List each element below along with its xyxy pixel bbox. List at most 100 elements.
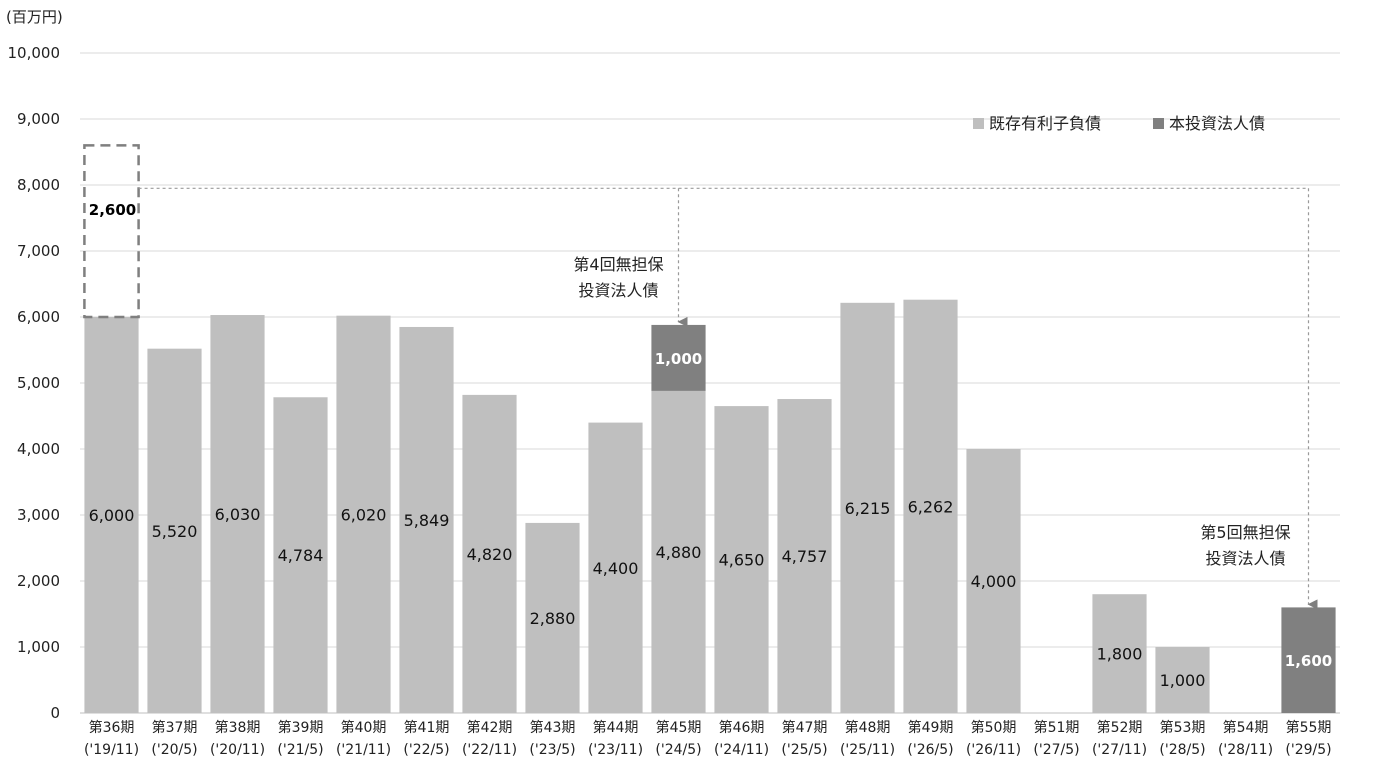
category-period-label: 第41期	[404, 719, 450, 736]
bar-existing-debt	[714, 406, 769, 713]
category-period-label: 第40期	[341, 719, 387, 736]
bar-existing-debt	[84, 317, 139, 713]
category-date-label: ('29/5)	[1285, 742, 1331, 758]
bar-investment-bond	[1281, 607, 1336, 713]
category-period-label: 第55期	[1286, 719, 1332, 736]
bar-existing-debt	[651, 390, 706, 713]
legend-swatch-existing-debt	[973, 118, 984, 129]
legend-label-investment-bond: 本投資法人債	[1169, 114, 1265, 133]
y-tick-label: 5,000	[17, 374, 60, 392]
bars	[83, 144, 1336, 713]
category-date-label: ('20/11)	[210, 742, 265, 758]
category-period-label: 第48期	[845, 719, 891, 736]
data-label: 6,000	[89, 506, 135, 525]
category-period-label: 第46期	[719, 719, 765, 736]
category-date-label: ('25/11)	[840, 742, 895, 758]
category-date-label: ('28/11)	[1218, 742, 1273, 758]
category-period-label: 第45期	[656, 719, 702, 736]
category-period-label: 第54期	[1223, 719, 1269, 736]
data-label: 4,784	[278, 546, 324, 565]
bar-existing-debt	[903, 299, 958, 713]
category-period-label: 第53期	[1160, 719, 1206, 736]
bar-existing-debt	[336, 315, 391, 713]
x-axis-categories: 第36期 ('19/11) 第37期 ('20/5) 第38期 ('20/11) 第39期 (…	[84, 719, 1332, 758]
data-label: 4,880	[656, 543, 702, 562]
leader-lines	[138, 187, 1318, 610]
legend-swatch-investment-bond	[1153, 118, 1164, 129]
category-date-label: ('22/11)	[462, 742, 517, 758]
bar-existing-debt	[588, 422, 643, 713]
bar-existing-debt	[462, 394, 517, 713]
bar-existing-debt	[147, 348, 202, 713]
y-tick-label: 3,000	[17, 506, 60, 524]
y-tick-label: 9,000	[17, 110, 60, 128]
y-tick-label: 4,000	[17, 440, 60, 458]
category-date-label: ('28/5)	[1159, 742, 1205, 758]
category-period-label: 第36期	[89, 719, 135, 736]
legend-anchor	[938, 110, 939, 111]
category-date-label: ('19/11)	[84, 742, 139, 758]
bar-investment-bond	[651, 324, 706, 391]
data-label: 5,849	[404, 511, 450, 530]
category-period-label: 第39期	[278, 719, 324, 736]
annotation-bond4: 投資法人債	[578, 281, 658, 300]
bar-existing-debt	[777, 399, 832, 713]
bar-existing-debt	[966, 449, 1021, 713]
y-tick-label: 8,000	[17, 176, 60, 194]
data-label: 4,400	[593, 559, 639, 578]
category-period-label: 第37期	[152, 719, 198, 736]
category-date-label: ('23/5)	[529, 742, 575, 758]
data-label: 1,800	[1097, 645, 1143, 664]
y-tick-label: 6,000	[17, 308, 60, 326]
y-tick-label: 7,000	[17, 242, 60, 260]
bar-existing-debt	[525, 522, 580, 713]
y-tick-label: 0	[50, 704, 60, 722]
category-date-label: ('21/5)	[277, 742, 323, 758]
category-date-label: ('20/5)	[151, 742, 197, 758]
category-date-label: ('26/5)	[907, 742, 953, 758]
data-labels: 6,000 5,520 6,030 4,784 6,020 5,849 4,820 2,880…	[89, 201, 1333, 690]
category-date-label: ('27/5)	[1033, 742, 1079, 758]
category-period-label: 第47期	[782, 719, 828, 736]
y-tick-label: 1,000	[17, 638, 60, 656]
category-date-label: ('21/11)	[336, 742, 391, 758]
y-tick-label: 10,000	[8, 44, 61, 62]
category-date-label: ('24/5)	[655, 742, 701, 758]
y-tick-label: 2,000	[17, 572, 60, 590]
category-period-label: 第51期	[1034, 719, 1080, 736]
data-label: 4,757	[782, 547, 828, 566]
annotation-bond5: 第5回無担保	[1200, 523, 1290, 542]
legend-label-existing-debt: 既存有利子負債	[989, 114, 1101, 133]
annotation-bond5: 投資法人債	[1205, 549, 1285, 568]
data-label: 6,215	[845, 499, 891, 518]
category-period-label: 第44期	[593, 719, 639, 736]
dashed-box-label: 2,600	[89, 201, 136, 219]
bar-existing-debt	[840, 302, 895, 713]
category-period-label: 第43期	[530, 719, 576, 736]
data-label: 6,262	[908, 497, 954, 516]
legend: 既存有利子負債 本投資法人債	[938, 110, 1265, 133]
y-axis-ticks: 0 1,000 2,000 3,000 4,000 5,000 6,000 7,000 8,00…	[8, 44, 61, 722]
bar-existing-debt	[273, 397, 328, 713]
dashed-refinance-box	[83, 144, 140, 319]
category-date-label: ('27/11)	[1092, 742, 1147, 758]
category-period-label: 第49期	[908, 719, 954, 736]
bar-existing-debt	[210, 315, 265, 713]
data-label: 6,020	[341, 505, 387, 524]
data-label: 1,000	[1160, 671, 1206, 690]
data-label: 1,600	[1285, 652, 1332, 670]
data-label: 2,880	[530, 609, 576, 628]
category-date-label: ('26/11)	[966, 742, 1021, 758]
annotation-bond4: 第4回無担保	[573, 255, 663, 274]
data-label: 4,650	[719, 551, 765, 570]
category-date-label: ('23/11)	[588, 742, 643, 758]
bar-existing-debt	[1155, 647, 1210, 713]
category-date-label: ('22/5)	[403, 742, 449, 758]
data-label: 4,820	[467, 545, 513, 564]
data-label: 4,000	[971, 572, 1017, 591]
category-date-label: ('24/11)	[714, 742, 769, 758]
category-period-label: 第52期	[1097, 719, 1143, 736]
data-label: 1,000	[655, 350, 702, 368]
category-period-label: 第38期	[215, 719, 261, 736]
